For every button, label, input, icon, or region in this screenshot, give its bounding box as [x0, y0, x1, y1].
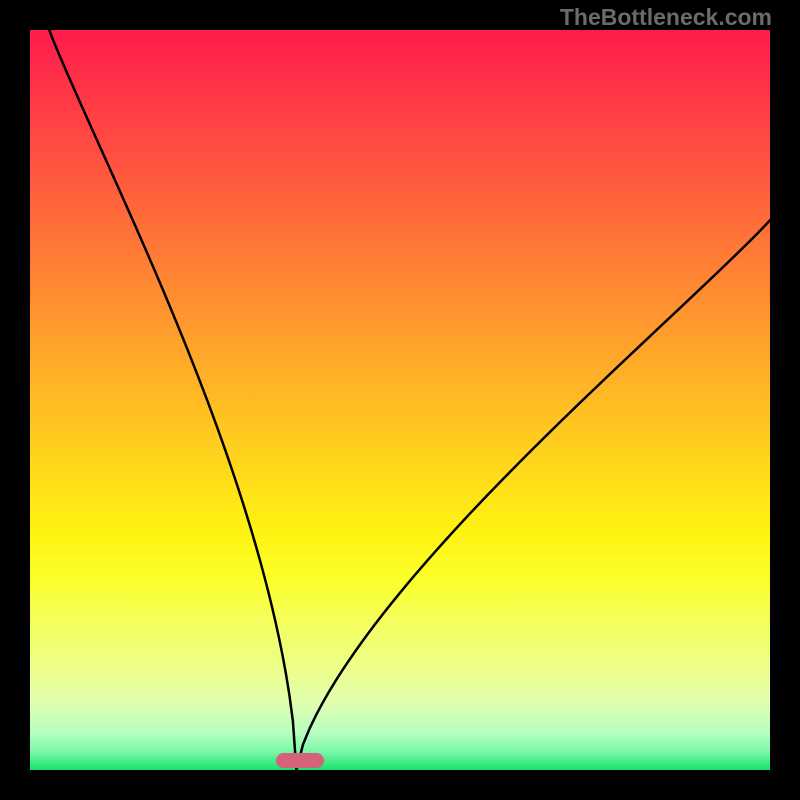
plot-area [30, 30, 770, 770]
optimal-range-marker [276, 753, 324, 768]
watermark-text: TheBottleneck.com [560, 4, 772, 31]
bottleneck-curve [30, 30, 770, 770]
outer-frame: TheBottleneck.com [0, 0, 800, 800]
